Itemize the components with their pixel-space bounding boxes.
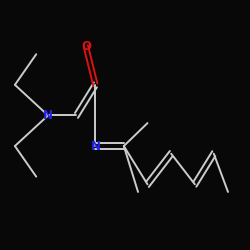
Text: N: N	[43, 109, 53, 122]
Text: O: O	[81, 40, 91, 53]
Text: N: N	[90, 140, 101, 152]
